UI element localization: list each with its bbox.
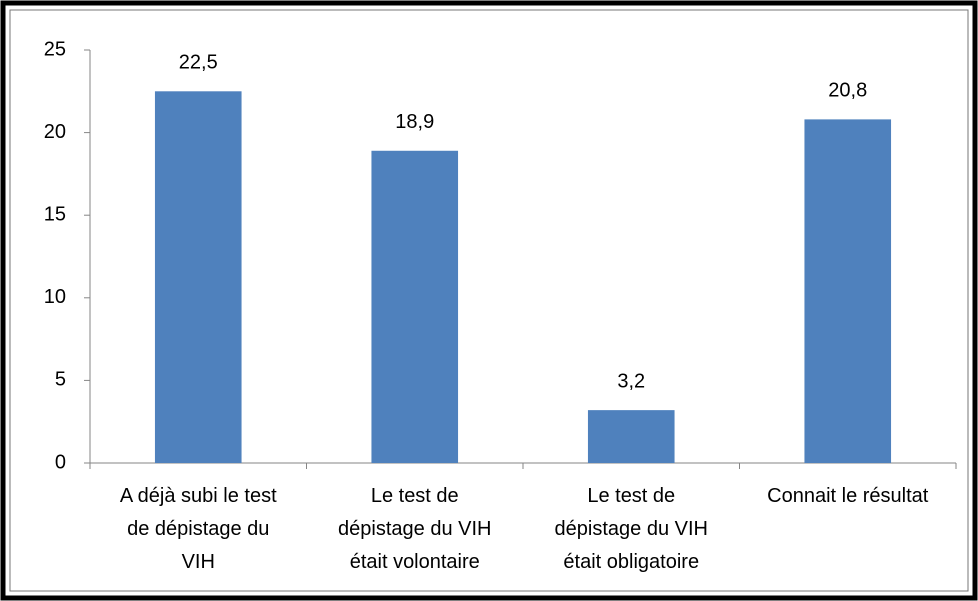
data-label: 22,5 <box>179 52 218 74</box>
data-label: 18,9 <box>395 111 434 133</box>
x-tick-label: Le test de dépistage du VIH était obligato… <box>555 485 708 573</box>
bar <box>804 119 892 463</box>
x-tick-label: Le test de dépistage du VIH était volontai… <box>338 485 491 573</box>
bar <box>371 150 459 463</box>
data-label: 20,8 <box>828 80 867 102</box>
bar <box>587 410 675 463</box>
y-tick-label: 10 <box>44 286 66 308</box>
y-tick-label: 15 <box>44 203 66 225</box>
y-tick-label: 20 <box>44 121 66 143</box>
y-tick-label: 25 <box>44 38 66 60</box>
x-tick-label: A déjà subi le test de dépistage du VIH <box>120 485 277 573</box>
data-label: 3,2 <box>617 370 645 392</box>
x-tick-label: Connait le résultat <box>767 485 929 507</box>
y-tick-label: 5 <box>55 369 66 391</box>
y-tick-label: 0 <box>55 451 66 473</box>
inner-frame <box>9 9 969 592</box>
bar <box>154 91 242 464</box>
